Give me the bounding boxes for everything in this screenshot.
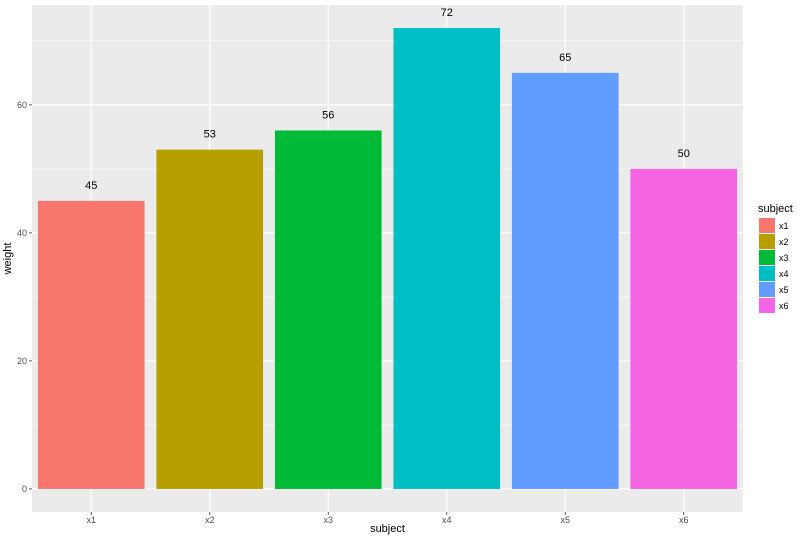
legend-key-x5 xyxy=(759,282,775,297)
legend-label-x4: x4 xyxy=(779,269,789,279)
legend-label-x2: x2 xyxy=(779,237,789,247)
x-tick-label: x1 xyxy=(86,515,96,525)
legend-items: x1 x2 x3 x4 x5 x6 xyxy=(759,218,789,313)
x-tick-label: x4 xyxy=(442,515,452,525)
x-tick-label: x5 xyxy=(560,515,570,525)
bar-x6 xyxy=(630,168,738,489)
minor-gridlines xyxy=(32,40,743,426)
data-labels: 45 53 56 72 65 50 xyxy=(85,7,690,192)
legend-key-x3 xyxy=(759,250,775,265)
y-axis-title: weight xyxy=(2,243,14,276)
data-label-x6: 50 xyxy=(678,148,690,160)
legend-label-x6: x6 xyxy=(779,301,789,311)
legend-key-x6 xyxy=(759,298,775,313)
data-label-x5: 65 xyxy=(559,52,571,64)
legend-label-x1: x1 xyxy=(779,221,789,231)
data-label-x1: 45 xyxy=(85,180,97,192)
x-tick-label: x3 xyxy=(323,515,333,525)
legend-label-x5: x5 xyxy=(779,285,789,295)
plot-panel xyxy=(32,5,743,512)
data-label-x2: 53 xyxy=(204,129,216,141)
legend-key-x4 xyxy=(759,266,775,281)
bar-x2 xyxy=(156,149,264,489)
y-tick-label: 60 xyxy=(17,100,27,110)
y-axis: 0 20 40 60 xyxy=(17,100,32,494)
legend-label-x3: x3 xyxy=(779,253,789,263)
x-axis: x1 x2 x3 x4 x5 x6 xyxy=(86,512,689,525)
data-label-x3: 56 xyxy=(322,109,334,121)
legend-title: subject xyxy=(758,203,793,215)
legend: subject x1 x2 x3 x4 x5 x6 xyxy=(758,203,793,313)
x-tick-label: x2 xyxy=(205,515,215,525)
bars xyxy=(37,28,738,489)
x-tick-label: x6 xyxy=(679,515,689,525)
legend-key-x1 xyxy=(759,218,775,233)
bar-x4 xyxy=(393,28,501,489)
bar-x3 xyxy=(274,130,382,489)
bar-x1 xyxy=(37,200,145,489)
y-tick-label: 0 xyxy=(22,484,27,494)
y-tick-label: 20 xyxy=(17,356,27,366)
legend-key-x2 xyxy=(759,234,775,249)
data-label-x4: 72 xyxy=(441,7,453,19)
y-tick-label: 40 xyxy=(17,228,27,238)
x-axis-title: subject xyxy=(370,523,405,535)
bar-x5 xyxy=(511,72,619,489)
